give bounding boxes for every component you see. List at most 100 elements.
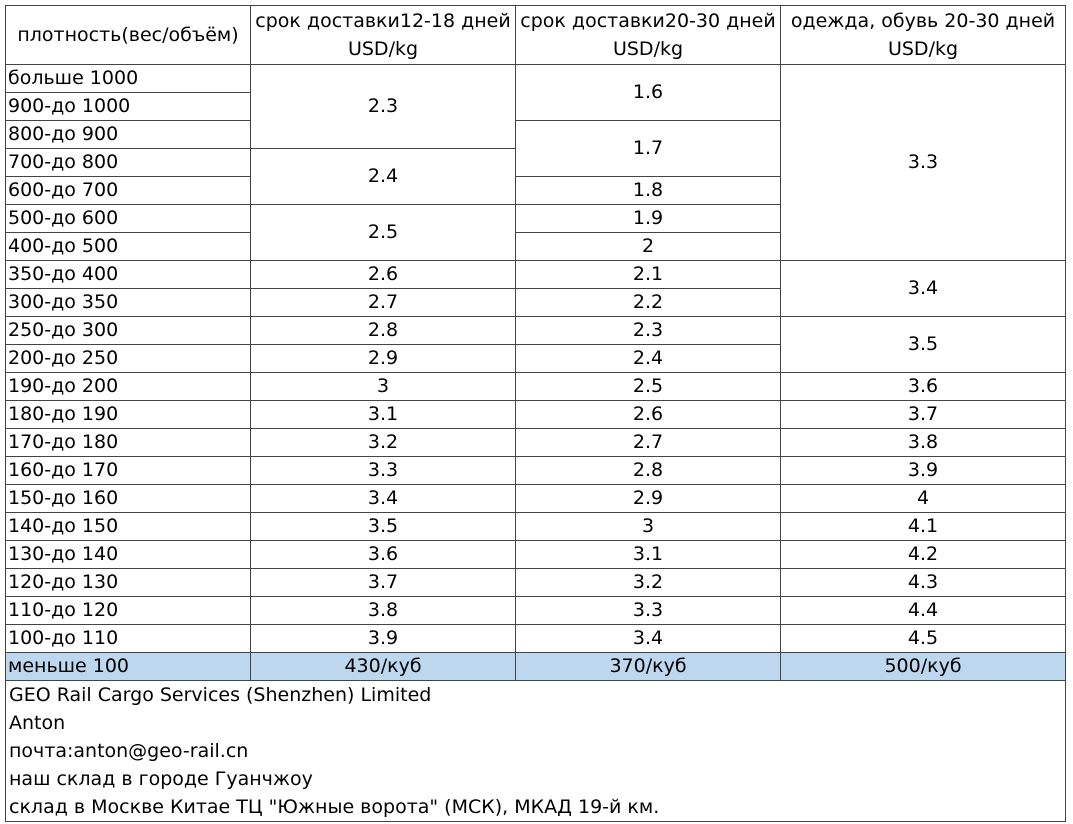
price-cell: 2.4 [515,344,781,373]
price-cell: 2.7 [515,428,781,457]
price-cell: 3.8 [780,428,1066,457]
data-row: 150-до 160 3.4 2.9 4 [5,484,1066,513]
price-cell: 3.2 [515,568,781,597]
price-cell: 2.4 [250,148,516,205]
price-cell: 2.2 [515,288,781,317]
footer-cell: GEO Rail Cargo Services (Shenzhen) Limit… [5,680,1066,822]
row-label: 160-до 170 [5,456,251,485]
data-row: 500-до 600 2.5 1.9 [5,204,1066,261]
header-text: USD/kg [887,38,959,60]
row-label: 600-до 700 [5,176,251,205]
header-cell: одежда, обувь 20-30 дней USD/kg [780,5,1066,65]
price-cell: 2 [515,232,781,261]
price-cell: 2.9 [515,484,781,513]
data-row: 300-до 350 2.7 2.2 [5,288,1066,317]
price-cell: 3.2 [250,428,516,457]
price-cell: 430/куб [250,652,516,681]
price-cell: 2.8 [250,316,516,345]
price-cell: 4.3 [780,568,1066,597]
footer-line: GEO Rail Cargo Services (Shenzhen) Limit… [9,684,432,706]
row-label: 190-до 200 [5,372,251,401]
data-row: 180-до 190 3.1 2.6 3.7 [5,400,1066,429]
price-cell: 2.8 [515,456,781,485]
price-cell: 3.4 [515,624,781,653]
header-cell: срок доставки20-30 дней USD/kg [515,5,781,65]
price-cell: 3.3 [515,596,781,625]
data-row: 120-до 130 3.7 3.2 4.3 [5,568,1066,597]
price-cell: 3 [515,512,781,541]
price-cell: 3.3 [780,64,1066,261]
price-cell: 3.6 [250,540,516,569]
header-text: USD/kg [612,38,684,60]
price-cell: 500/куб [780,652,1066,681]
data-row: 110-до 120 3.8 3.3 4.4 [5,596,1066,625]
header-text: плотность(вес/объём) [17,24,239,46]
header-text: одежда, обувь 20-30 дней [790,10,1056,32]
footer-line: почта:anton@geo-rail.cn [9,740,249,762]
row-label: 200-до 250 [5,344,251,373]
price-cell: 2.1 [515,260,781,289]
price-cell: 3.4 [250,484,516,513]
data-row: 900-до 1000 [5,92,1066,121]
price-cell: 1.6 [515,64,781,121]
row-label: 130-до 140 [5,540,251,569]
price-cell: 1.8 [515,176,781,205]
footer-row: GEO Rail Cargo Services (Shenzhen) Limit… [5,680,1066,822]
price-cell: 2.3 [515,316,781,345]
price-cell: 3.3 [250,456,516,485]
price-cell: 2.5 [515,372,781,401]
data-row: 160-до 170 3.3 2.8 3.9 [5,456,1066,485]
price-cell: 1.7 [515,120,781,177]
row-label: 120-до 130 [5,568,251,597]
row-label: 150-до 160 [5,484,251,513]
header-cell: срок доставки12-18 дней USD/kg [250,5,516,65]
header-text: срок доставки20-30 дней [520,10,776,32]
row-label: 900-до 1000 [5,92,251,121]
data-row: 250-до 300 2.8 2.3 3.5 [5,316,1066,373]
data-row: 800-до 900 1.7 [5,120,1066,177]
data-row: 200-до 250 2.9 2.4 [5,344,1066,373]
data-row: больше 1000 2.3 1.6 3.3 [5,64,1066,261]
price-cell: 3.1 [515,540,781,569]
price-cell: 3.4 [780,260,1066,317]
data-row: 600-до 700 1.8 [5,176,1066,205]
row-label: 350-до 400 [5,260,251,289]
row-label: 180-до 190 [5,400,251,429]
price-cell: 370/куб [515,652,781,681]
price-cell: 4.2 [780,540,1066,569]
row-label: 100-до 110 [5,624,251,653]
price-cell: 4.4 [780,596,1066,625]
price-cell: 3.7 [780,400,1066,429]
header-text: срок доставки12-18 дней [255,10,511,32]
header-row: плотность(вес/объём) срок доставки12-18 д… [5,5,1066,65]
price-cell: 1.9 [515,204,781,233]
row-label: 140-до 150 [5,512,251,541]
price-cell: 2.6 [250,260,516,289]
data-row: 350-до 400 2.6 2.1 3.4 [5,260,1066,317]
row-label: 170-до 180 [5,428,251,457]
price-cell: 3.6 [780,372,1066,401]
price-cell: 3.7 [250,568,516,597]
data-row: 100-до 110 3.9 3.4 4.5 [5,624,1066,653]
price-cell: 4.1 [780,512,1066,541]
header-text: USD/kg [347,38,419,60]
row-label: больше 1000 [5,64,251,93]
row-label: 250-до 300 [5,316,251,345]
price-cell: 3 [250,372,516,401]
price-cell: 3.1 [250,400,516,429]
row-label: 400-до 500 [5,232,251,261]
data-row: 140-до 150 3.5 3 4.1 [5,512,1066,541]
price-cell: 2.7 [250,288,516,317]
row-label: меньше 100 [5,652,251,681]
price-cell: 2.5 [250,204,516,261]
price-cell: 2.9 [250,344,516,373]
price-cell: 4.5 [780,624,1066,653]
row-label: 700-до 800 [5,148,251,177]
price-cell: 2.6 [515,400,781,429]
price-cell: 3.9 [250,624,516,653]
footer-line: склад в Москве Китае ТЦ "Южные ворота" (… [9,796,660,818]
price-cell: 3.8 [250,596,516,625]
last-row: меньше 100 430/куб 370/куб 500/куб [5,652,1066,681]
row-label: 500-до 600 [5,204,251,233]
